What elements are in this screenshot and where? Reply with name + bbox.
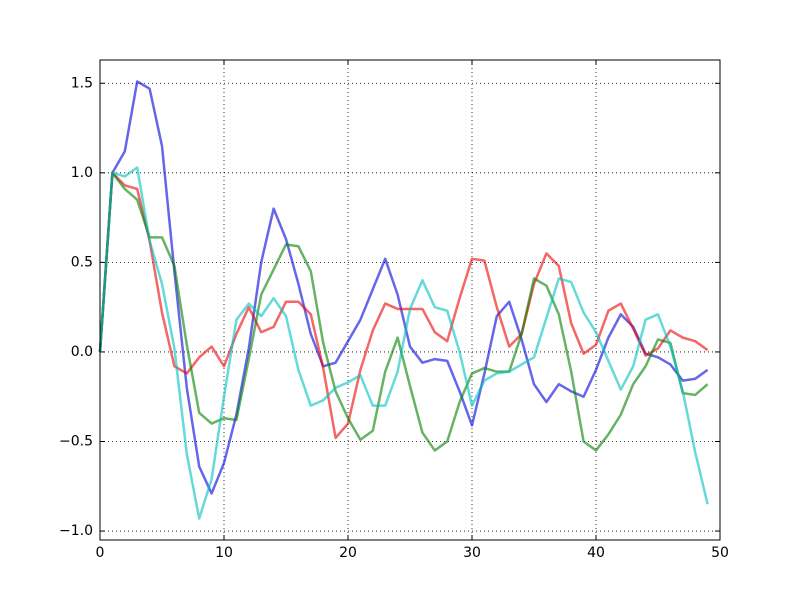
y-tick-label: 1.0 <box>71 165 93 181</box>
x-tick-label: 20 <box>339 545 357 561</box>
line-series <box>98 171 709 440</box>
y-tick-label: 0.0 <box>71 344 93 360</box>
x-tick-label: 30 <box>463 545 481 561</box>
x-tick-label: 10 <box>215 545 233 561</box>
line-series <box>98 166 709 520</box>
y-tick-label: −0.5 <box>59 433 93 449</box>
x-tick-label: 40 <box>587 545 605 561</box>
x-tick-label: 0 <box>96 545 105 561</box>
y-tick-label: 0.5 <box>71 254 93 270</box>
plot-frame <box>99 59 721 541</box>
y-tick-label: −1.0 <box>59 523 93 539</box>
line-series <box>98 171 709 452</box>
y-tick-label: 1.5 <box>71 75 93 91</box>
line-series <box>98 80 709 495</box>
x-tick-label: 50 <box>711 545 729 561</box>
